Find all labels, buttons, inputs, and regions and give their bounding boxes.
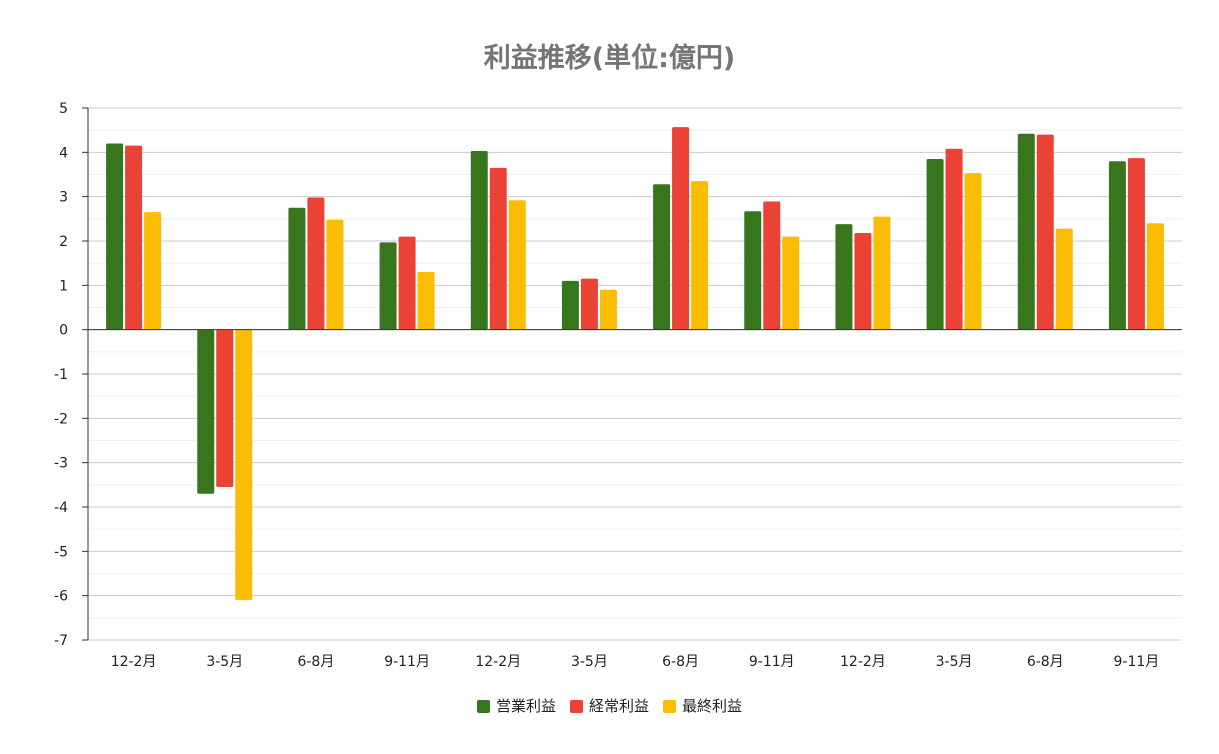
y-tick-label: -4 — [54, 500, 68, 516]
x-tick-label: 6-8月 — [662, 654, 699, 670]
bar — [418, 272, 435, 330]
bar — [326, 220, 343, 330]
bar — [288, 208, 305, 330]
bar — [125, 146, 142, 330]
bar — [854, 233, 871, 330]
y-tick-label: 1 — [59, 278, 68, 294]
legend-label: 営業利益 — [496, 697, 556, 715]
legend-label: 経常利益 — [589, 697, 649, 715]
bar — [106, 143, 123, 329]
bar — [691, 181, 708, 330]
y-tick-label: -2 — [54, 411, 68, 427]
y-tick-label: 5 — [59, 101, 68, 117]
y-tick-label: -7 — [54, 633, 68, 649]
bar — [581, 279, 598, 330]
bar — [509, 200, 526, 329]
bar — [1056, 229, 1073, 330]
x-tick-label: 12-2月 — [475, 654, 521, 670]
legend: 営業利益 経常利益 最終利益 — [477, 697, 742, 715]
x-tick-label: 3-5月 — [936, 654, 973, 670]
bar — [399, 237, 416, 330]
bar — [144, 212, 161, 329]
bar — [235, 330, 252, 600]
y-tick-label: -3 — [54, 456, 68, 472]
y-tick-label: 0 — [59, 323, 68, 339]
y-tick-label: -6 — [54, 589, 68, 605]
y-tick-label: 2 — [59, 234, 68, 250]
bar — [490, 168, 507, 330]
x-tick-label: 3-5月 — [571, 654, 608, 670]
legend-swatch — [570, 700, 583, 713]
bar — [873, 217, 890, 330]
bar — [216, 330, 233, 487]
bar — [946, 149, 963, 330]
bar — [307, 198, 324, 330]
bar — [672, 127, 689, 330]
bar — [653, 184, 670, 329]
x-tick-label: 12-2月 — [840, 654, 886, 670]
bar — [1037, 135, 1054, 330]
y-tick-label: 4 — [59, 145, 68, 161]
legend-label: 最終利益 — [682, 697, 742, 715]
bar — [197, 330, 214, 494]
bar — [471, 151, 488, 330]
x-tick-label: 9-11月 — [384, 654, 430, 670]
bar — [562, 281, 579, 330]
bar — [744, 211, 761, 329]
bar — [763, 202, 780, 330]
bar — [600, 290, 617, 330]
x-tick-label: 6-8月 — [1027, 654, 1064, 670]
x-tick-label: 6-8月 — [297, 654, 334, 670]
x-tick-label: 9-11月 — [749, 654, 795, 670]
x-tick-label: 3-5月 — [206, 654, 243, 670]
bar — [835, 224, 852, 330]
bar — [380, 242, 397, 329]
bar — [782, 237, 799, 330]
y-tick-label: -1 — [54, 367, 68, 383]
bar — [1147, 223, 1164, 329]
legend-swatch — [477, 700, 490, 713]
x-tick-label: 9-11月 — [1114, 654, 1160, 670]
bar — [1128, 158, 1145, 330]
bar — [965, 173, 982, 329]
bar — [1109, 161, 1126, 329]
bar — [927, 159, 944, 330]
y-tick-label: -5 — [54, 544, 68, 560]
legend-swatch — [663, 700, 676, 713]
x-tick-label: 12-2月 — [111, 654, 157, 670]
y-tick-label: 3 — [59, 190, 68, 206]
bar — [1018, 134, 1035, 330]
